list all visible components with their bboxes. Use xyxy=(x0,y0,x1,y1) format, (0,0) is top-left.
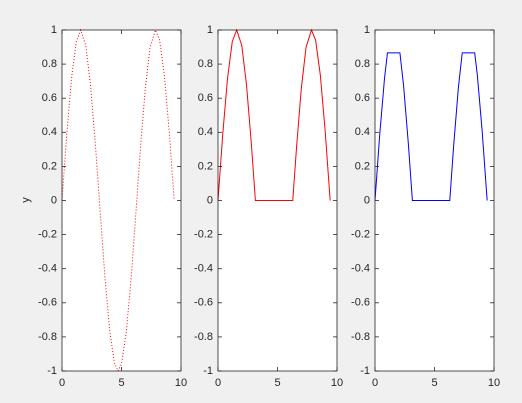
series-line-3-1 xyxy=(374,52,488,201)
y-tick-label: 0.4 xyxy=(42,126,57,138)
y-tick-label: 0 xyxy=(364,194,370,206)
x-tick-label: 10 xyxy=(331,377,343,389)
y-tick-label: 1 xyxy=(364,24,370,36)
y-axis-label: y xyxy=(20,197,32,203)
y-tick-label: 1 xyxy=(207,24,213,36)
y-tick-label: 1 xyxy=(51,24,57,36)
series-line-2-1 xyxy=(217,28,331,201)
x-tick-label: 10 xyxy=(488,377,500,389)
y-tick-label: 0.4 xyxy=(198,126,213,138)
x-tick-label: 0 xyxy=(215,377,221,389)
y-tick-label: -0.8 xyxy=(351,331,370,343)
subplot-1: -1-0.8-0.6-0.4-0.200.20.40.60.810 5 10 xyxy=(38,24,187,389)
y-tick-label: -1 xyxy=(360,365,370,377)
y-tick-label: 0 xyxy=(51,194,57,206)
y-tick-label: -0.2 xyxy=(351,229,370,241)
y-tick-label: 0.2 xyxy=(198,160,213,172)
y-tick-label: -0.8 xyxy=(38,331,57,343)
y-tick-label: 0 xyxy=(207,194,213,206)
plot-area xyxy=(62,30,181,371)
y-tick-label: -0.2 xyxy=(38,229,57,241)
y-tick-label: -0.6 xyxy=(351,297,370,309)
subplots: -1-0.8-0.6-0.4-0.200.20.40.60.810 5 10-1-0… xyxy=(38,24,500,389)
y-tick-label: -0.8 xyxy=(194,331,213,343)
y-tick-label: -1 xyxy=(203,365,213,377)
y-tick-label: 0.8 xyxy=(42,58,57,70)
y-tick-label: 0.8 xyxy=(355,58,370,70)
subplot-2: -1-0.8-0.6-0.4-0.200.20.40.60.810 5 10 xyxy=(194,24,343,389)
y-tick-label: 0.6 xyxy=(198,92,213,104)
x-tick-label: 5 xyxy=(431,377,437,389)
y-tick-label: -0.4 xyxy=(194,263,213,275)
y-tick-label: 0.8 xyxy=(198,58,213,70)
y-tick-label: 0.2 xyxy=(42,160,57,172)
y-tick-label: -0.4 xyxy=(38,263,57,275)
y-tick-label: 0.4 xyxy=(355,126,370,138)
x-tick-label: 5 xyxy=(274,377,280,389)
y-tick-label: -0.4 xyxy=(351,263,370,275)
x-tick-label: 0 xyxy=(372,377,378,389)
y-tick-label: -0.6 xyxy=(194,297,213,309)
subplot-3: -1-0.8-0.6-0.4-0.200.20.40.60.810 5 10 xyxy=(351,24,500,389)
y-tick-label: 0.2 xyxy=(355,160,370,172)
y-tick-label: -0.6 xyxy=(38,297,57,309)
x-tick-label: 10 xyxy=(175,377,187,389)
y-tick-label: -1 xyxy=(47,365,57,377)
y-tick-label: 0.6 xyxy=(42,92,57,104)
x-tick-label: 0 xyxy=(59,377,65,389)
y-tick-label: 0.6 xyxy=(355,92,370,104)
x-tick-label: 5 xyxy=(118,377,124,389)
y-tick-label: -0.2 xyxy=(194,229,213,241)
